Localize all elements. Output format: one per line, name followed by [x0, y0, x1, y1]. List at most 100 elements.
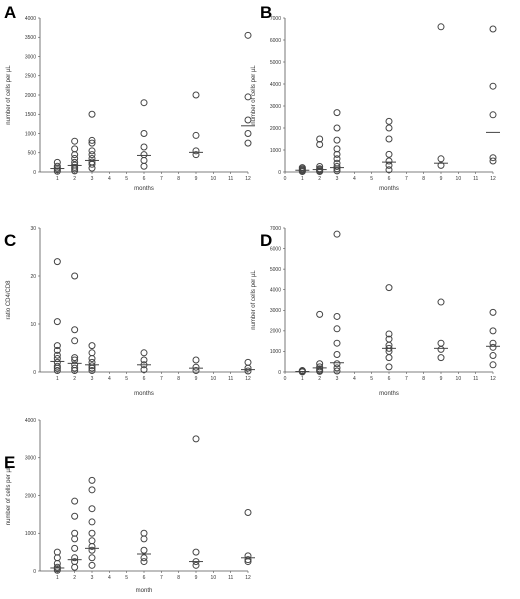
data-point [71, 326, 79, 334]
data-point [244, 556, 252, 564]
x-tick-label: 5 [370, 176, 373, 182]
data-point [71, 272, 79, 280]
x-tick-label: 8 [177, 176, 180, 182]
y-tick-label: 4000 [25, 16, 36, 22]
data-point [88, 546, 96, 554]
data-point [333, 364, 341, 372]
panel-letter: D [260, 231, 272, 250]
x-tick-label: 9 [195, 575, 198, 581]
data-point [244, 31, 252, 39]
data-point [316, 310, 324, 318]
x-tick-label: 7 [160, 575, 163, 581]
data-point [88, 136, 96, 144]
data-point [244, 139, 252, 147]
panel-letter: E [4, 453, 15, 472]
y-axis-label: number of cells per µL [251, 270, 257, 330]
x-tick-label: 11 [228, 376, 233, 382]
data-point [140, 366, 148, 374]
data-point [385, 150, 393, 158]
y-tick-label: 1000 [25, 531, 36, 537]
data-point [489, 343, 497, 351]
y-tick-label: 3000 [270, 104, 281, 110]
data-point [316, 363, 324, 371]
data-point [140, 130, 148, 137]
y-tick-label: 3000 [25, 456, 36, 462]
data-point [53, 318, 61, 326]
x-tick-label: 1 [56, 376, 59, 382]
x-tick-label: 8 [177, 376, 180, 382]
data-point [140, 156, 148, 164]
data-point [88, 554, 96, 562]
x-axis-label: month [136, 588, 153, 594]
x-tick-label: 12 [245, 575, 251, 581]
data-point [244, 508, 252, 516]
y-tick-label: 1000 [270, 148, 281, 154]
data-point [385, 284, 393, 292]
data-point [437, 23, 445, 31]
data-point [71, 512, 79, 520]
y-tick-label: 0 [33, 370, 36, 376]
data-point [71, 354, 79, 362]
data-point [333, 159, 341, 167]
x-tick-label: 2 [73, 176, 76, 182]
x-tick-label: 5 [125, 176, 128, 182]
data-point [53, 351, 61, 359]
x-axis-label: months [134, 186, 154, 192]
data-point [88, 151, 96, 159]
x-tick-label: 3 [91, 575, 94, 581]
x-tick-label: 10 [211, 376, 217, 382]
y-axis-label: number of cells per µL [6, 65, 12, 125]
y-tick-label: 1000 [25, 131, 36, 137]
x-tick-label: 4 [353, 176, 356, 182]
data-point [385, 157, 393, 165]
data-point [333, 339, 341, 347]
data-point [140, 151, 148, 159]
data-point [140, 349, 148, 357]
x-tick-label: 10 [211, 176, 217, 182]
data-point [489, 361, 497, 369]
data-point [140, 554, 148, 562]
data-point [385, 330, 393, 338]
x-tick-label: 2 [318, 176, 321, 182]
x-tick-label: 0 [284, 176, 287, 182]
x-tick-label: 11 [473, 376, 478, 382]
y-tick-label: 2000 [25, 493, 36, 499]
data-point [333, 325, 341, 333]
panel-letter: C [4, 231, 16, 250]
y-axis-label: number of cells per µL [251, 65, 257, 125]
y-tick-label: 2000 [270, 329, 281, 335]
data-point [333, 145, 341, 153]
data-point [316, 360, 324, 368]
x-tick-label: 11 [228, 176, 233, 182]
data-point [88, 110, 96, 118]
data-point [88, 518, 96, 526]
data-point [88, 139, 96, 147]
x-tick-label: 7 [405, 376, 408, 382]
data-point [71, 558, 79, 566]
data-point [192, 367, 200, 375]
y-tick-label: 4000 [270, 82, 281, 88]
x-tick-label: 1 [56, 176, 59, 182]
y-tick-label: 3000 [270, 308, 281, 314]
y-tick-label: 2000 [25, 93, 36, 99]
y-tick-label: 7000 [270, 226, 281, 232]
x-tick-label: 1 [56, 575, 59, 581]
data-point [298, 367, 306, 375]
data-point [71, 145, 79, 153]
x-axis-label: months [379, 186, 399, 192]
x-tick-label: 9 [440, 376, 443, 382]
data-point [316, 135, 324, 143]
data-point [71, 497, 79, 505]
y-axis-label: number of cells per µL [6, 465, 12, 525]
data-point [88, 355, 96, 363]
data-point [140, 356, 148, 364]
data-point [88, 529, 96, 537]
x-tick-label: 4 [108, 376, 111, 382]
y-axis-label: ratio CD4/CD8 [6, 280, 12, 320]
data-point [192, 548, 200, 556]
y-tick-label: 20 [30, 274, 36, 280]
data-point [192, 131, 200, 139]
data-point [71, 554, 79, 562]
